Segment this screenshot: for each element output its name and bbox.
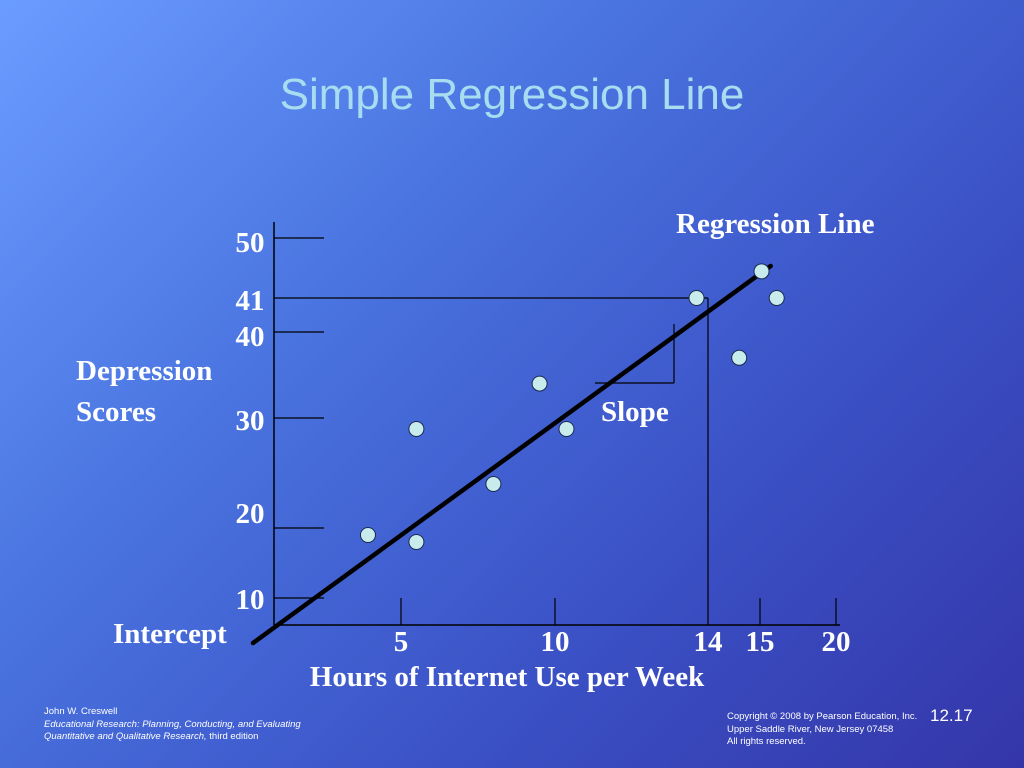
y-axis-label-line2: Scores — [76, 396, 156, 428]
slope-annotation: Slope — [601, 396, 669, 428]
x-tick-labels: 5 10 14 15 20 — [394, 626, 851, 658]
data-point-4 — [485, 476, 502, 492]
x-tick-label-5: 5 — [394, 626, 409, 658]
footer-edition: third edition — [209, 731, 259, 742]
x-axis-label: Hours of Internet Use per Week — [310, 661, 705, 693]
data-point-2 — [408, 534, 425, 550]
footer-book-title-1: Educational Research: Planning, Conducti… — [44, 718, 301, 730]
data-point-10 — [768, 290, 785, 306]
y-tick-label-40: 40 — [236, 321, 265, 353]
data-point-8 — [731, 349, 748, 366]
data-point-5 — [531, 375, 548, 392]
data-point-6 — [558, 421, 575, 437]
footer-copyright: Copyright © 2008 by Pearson Education, I… — [727, 711, 917, 749]
regression-line — [250, 263, 773, 646]
footer-book-title-2-line: Quantitative and Qualitative Research, t… — [44, 731, 301, 744]
y-tick-label-30: 30 — [236, 405, 265, 437]
y-tick-label-20: 20 — [236, 498, 265, 530]
data-point-3 — [408, 421, 425, 437]
footer-author: John W. Creswell — [44, 706, 118, 717]
y-tick-label-50: 50 — [236, 227, 265, 259]
y-tick-labels: 10 20 30 40 41 50 — [236, 227, 265, 616]
regression-line-annotation: Regression Line — [676, 208, 875, 240]
x-tick-label-10: 10 — [541, 626, 570, 658]
data-points — [359, 263, 785, 550]
copyright-line-2: Upper Saddle River, New Jersey 07458 — [727, 723, 894, 735]
footer-book-title-2: Quantitative and Qualitative Research, — [44, 731, 207, 742]
data-point-1 — [359, 527, 376, 543]
y-axis-label-line1: Depression — [76, 355, 212, 387]
data-point-9 — [753, 263, 770, 280]
data-point-7 — [688, 290, 705, 306]
slide-title: Simple Regression Line — [279, 70, 745, 119]
copyright-line-1: Copyright © 2008 by Pearson Education, I… — [727, 711, 918, 722]
reference-guides — [274, 297, 709, 625]
copyright-line-3: All rights reserved. — [727, 736, 806, 747]
y-tick-label-10: 10 — [236, 584, 265, 616]
slope-triangle — [595, 324, 675, 384]
x-tick-label-15: 15 — [746, 626, 775, 658]
y-tick-label-41: 41 — [236, 285, 265, 317]
intercept-annotation: Intercept — [113, 618, 227, 650]
x-tick-label-20: 20 — [822, 626, 851, 658]
slide-number: 12.17 — [930, 706, 973, 725]
footer-citation: John W. Creswell Educational Research: P… — [44, 706, 301, 744]
x-tick-label-14: 14 — [694, 626, 723, 658]
regression-line-group — [250, 263, 773, 646]
chart-axes — [273, 222, 840, 626]
